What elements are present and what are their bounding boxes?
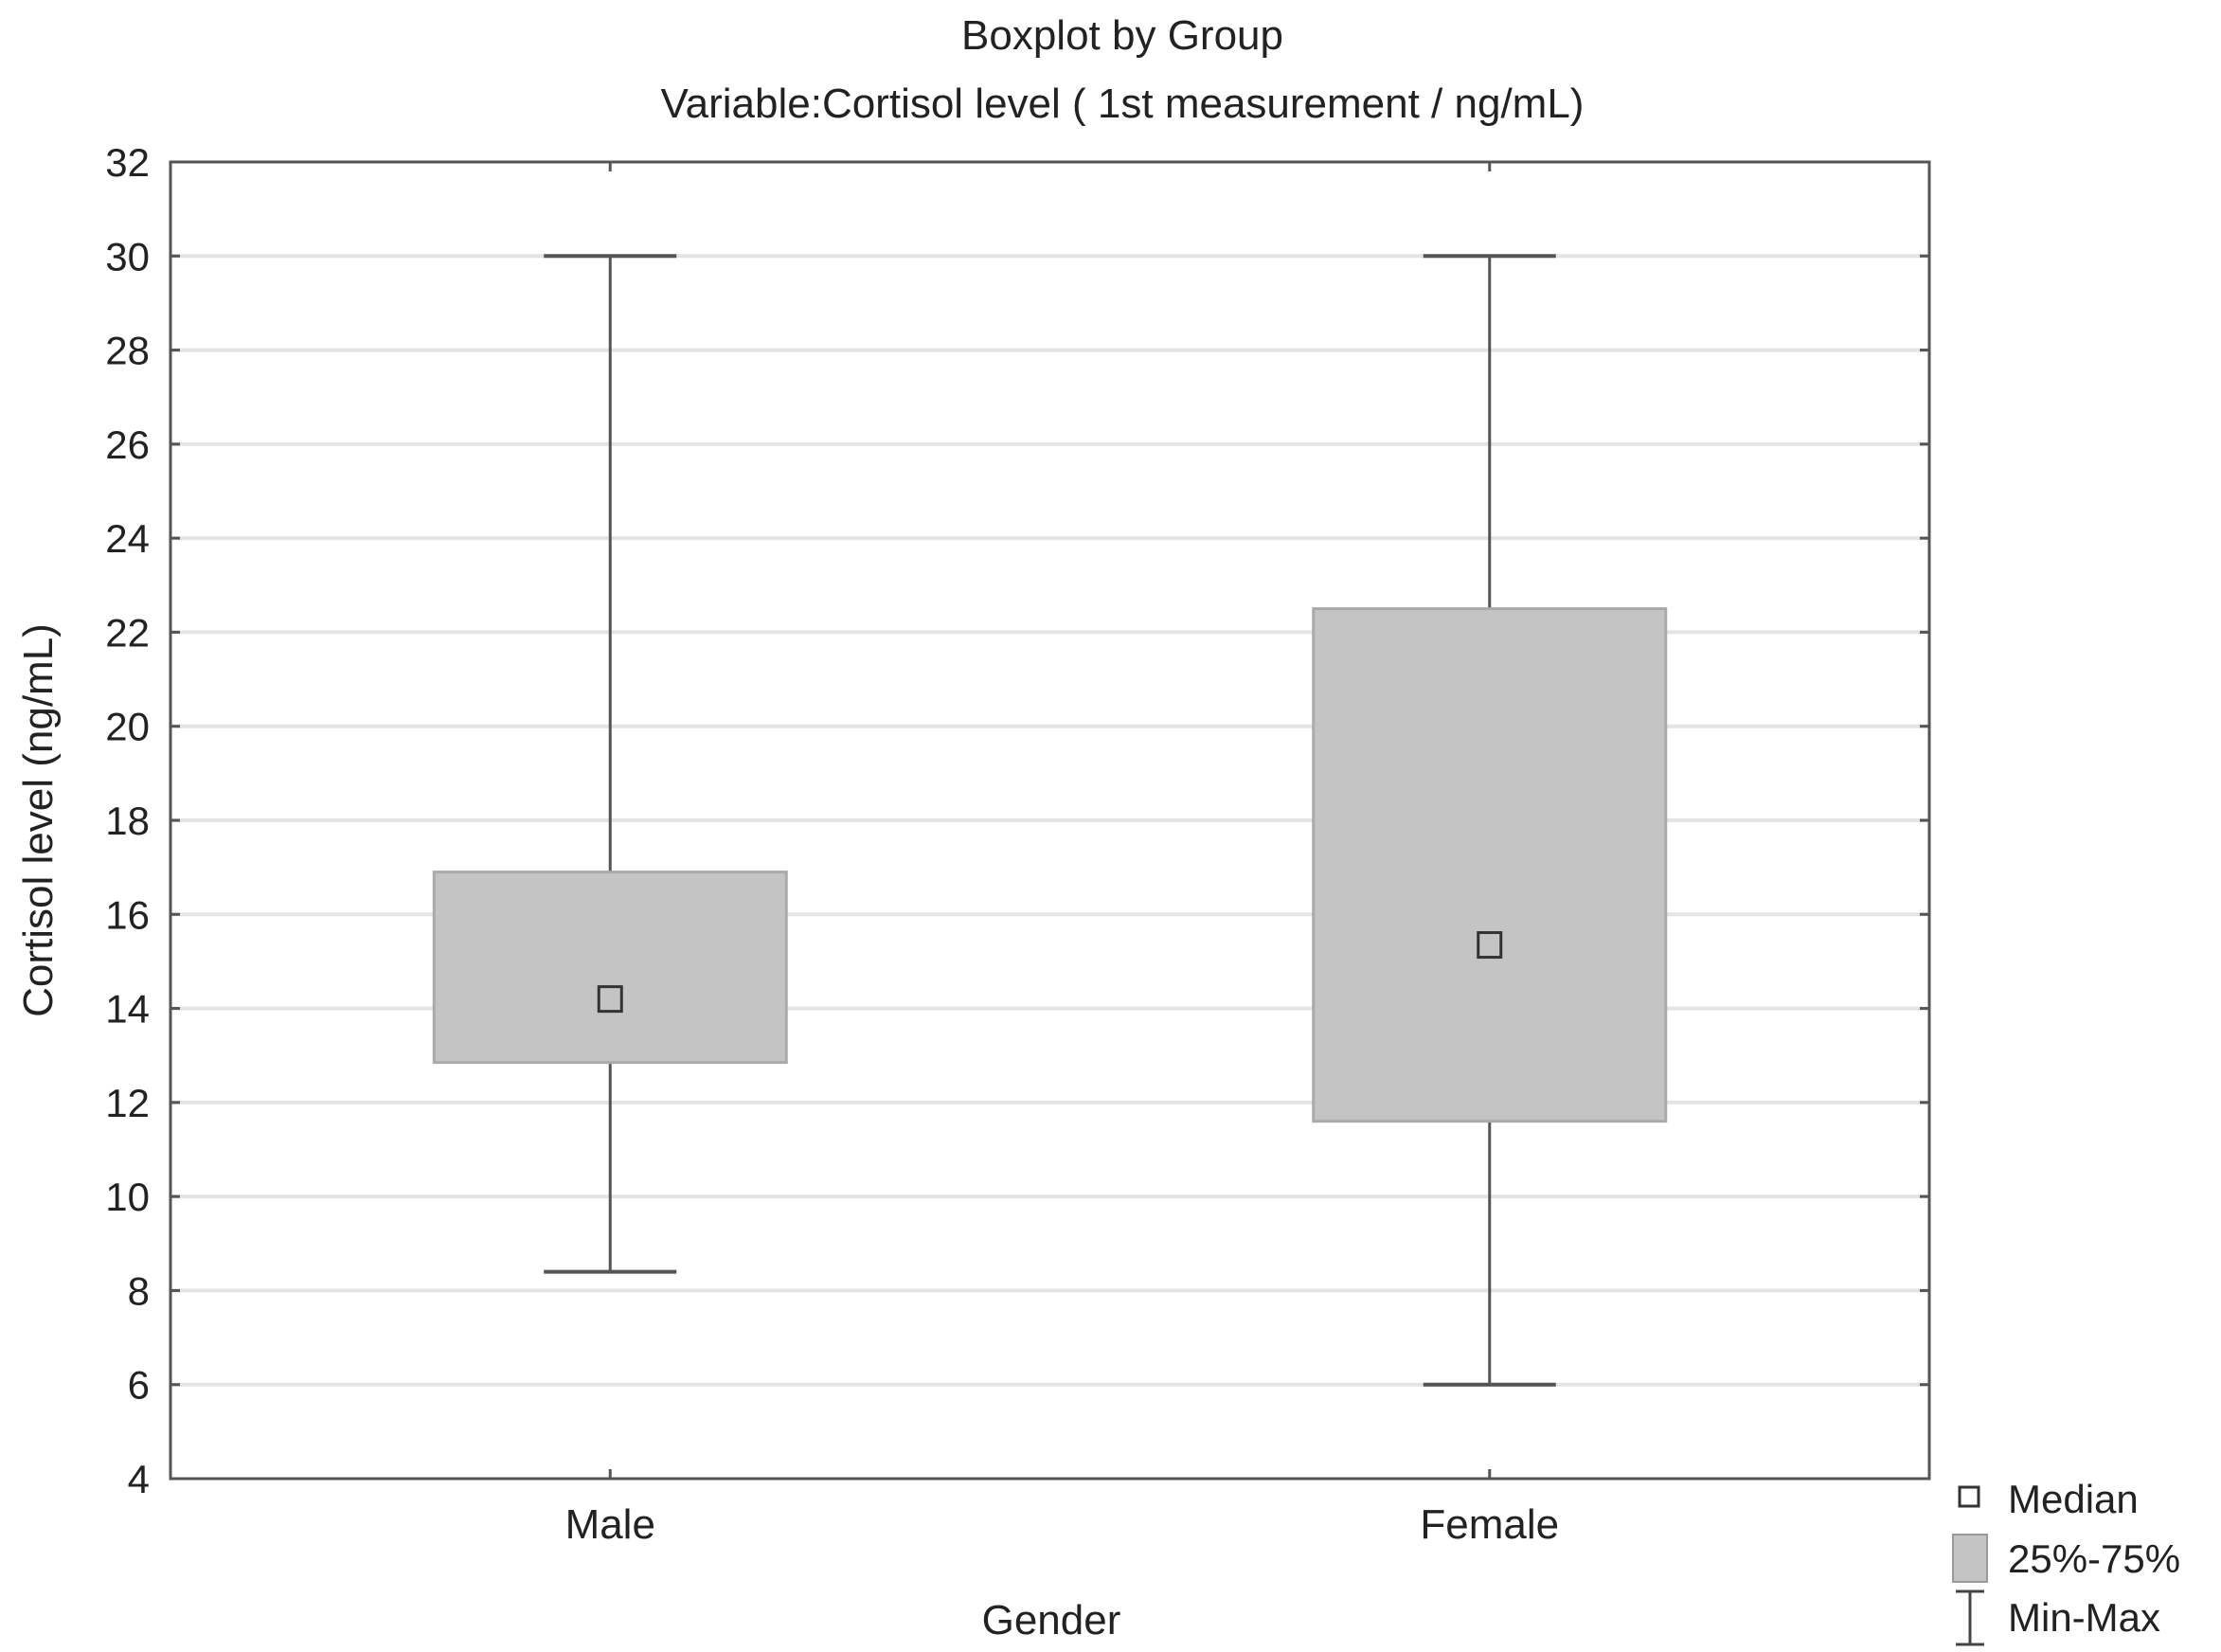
y-tick-label: 16 — [105, 892, 150, 937]
box-female — [1312, 254, 1668, 1387]
legend-box-icon — [1952, 1534, 1988, 1583]
legend-median-icon — [1958, 1485, 1980, 1508]
y-axis-label: Cortisol level (ng/mL) — [15, 623, 62, 1017]
y-tick-label: 4 — [128, 1457, 150, 1501]
chart-title: Boxplot by Group — [961, 12, 1283, 59]
legend-minmax-icon — [1956, 1589, 1984, 1646]
x-tick-label: Male — [565, 1501, 655, 1548]
y-tick-label: 12 — [105, 1081, 150, 1125]
y-tick-label: 10 — [105, 1175, 150, 1219]
y-tick-label: 8 — [128, 1268, 150, 1313]
legend-minmax-label: Min-Max — [2008, 1595, 2160, 1640]
plot-frame — [169, 160, 1931, 1481]
y-tick-label: 24 — [105, 516, 150, 561]
y-tick-label: 6 — [128, 1363, 150, 1408]
legend: Median 25%-75% Min-Max — [1952, 1477, 2180, 1646]
legend-median-label: Median — [2008, 1477, 2139, 1521]
x-axis-ticks: Male Female — [565, 162, 1559, 1548]
median-marker — [1477, 931, 1503, 960]
y-tick-label: 22 — [105, 610, 150, 655]
y-axis-ticks: 4 6 8 10 12 14 16 18 20 22 24 26 28 30 32 — [105, 140, 1929, 1501]
y-tick-label: 28 — [105, 329, 150, 373]
y-tick-label: 30 — [105, 234, 150, 278]
iqr-box — [432, 871, 788, 1065]
boxes — [432, 254, 1668, 1387]
box-male — [432, 254, 788, 1274]
y-tick-label: 20 — [105, 705, 150, 749]
iqr-box — [1312, 607, 1668, 1123]
x-axis-label: Gender — [982, 1597, 1121, 1643]
x-tick-label: Female — [1420, 1501, 1559, 1548]
y-tick-label: 26 — [105, 422, 150, 467]
y-tick-label: 18 — [105, 799, 150, 843]
y-tick-label: 32 — [105, 140, 150, 185]
median-marker — [597, 985, 623, 1014]
legend-box-label: 25%-75% — [2008, 1536, 2180, 1581]
y-tick-label: 14 — [105, 987, 150, 1032]
chart-subtitle: Variable:Cortisol level ( 1st measuremen… — [661, 81, 1585, 127]
